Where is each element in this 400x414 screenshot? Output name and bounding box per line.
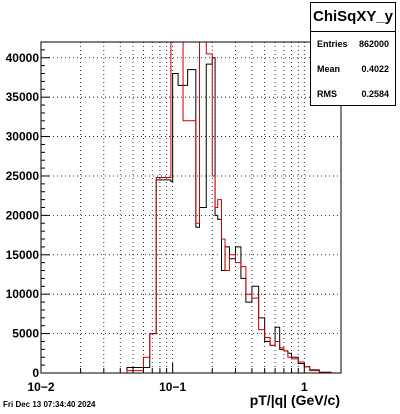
stats-box: ChiSqXY_y Entries 862000 Mean 0.4022 RMS… [310, 2, 396, 106]
y-tick-label: 20000 [6, 208, 40, 222]
y-tick-label: 25000 [6, 169, 40, 183]
y-tick-label: 5000 [12, 327, 39, 341]
y-tick-label: 15000 [6, 248, 40, 262]
grid-lines [40, 42, 341, 374]
x-tick-label: 1 [301, 380, 308, 394]
stats-value-rms: 0.2584 [361, 89, 389, 99]
x-axis-title: pT/|q| (GeV/c) [250, 392, 340, 408]
y-tick-label: 0 [32, 366, 39, 380]
stats-row-mean: Mean 0.4022 [311, 57, 395, 82]
axis-ticks: 0 5000 10000 15000 20000 25000 30000 35000 40000… [6, 49, 308, 394]
x-tick-label: 10−2 [27, 380, 54, 394]
x-tick-label: 10−1 [159, 380, 186, 394]
stats-value-mean: 0.4022 [361, 64, 389, 74]
stats-value-entries: 862000 [358, 39, 389, 49]
timestamp: Fri Dec 13 07:34:40 2024 [3, 400, 96, 409]
y-tick-label: 35000 [6, 90, 40, 104]
plot-frame [40, 41, 342, 374]
stats-row-rms: RMS 0.2584 [311, 82, 395, 107]
stats-label-entries: Entries [317, 39, 348, 49]
stats-label-mean: Mean [317, 64, 341, 74]
stats-label-rms: RMS [317, 89, 337, 99]
y-tick-label: 30000 [6, 130, 40, 144]
y-tick-label: 40000 [6, 51, 40, 65]
stats-title: ChiSqXY_y [311, 3, 395, 32]
stats-row-entries: Entries 862000 [311, 32, 395, 57]
histogram-series [41, 41, 332, 374]
histogram-series-0 [41, 57, 332, 374]
histogram-series-1 [41, 41, 332, 374]
y-tick-label: 10000 [6, 287, 40, 301]
